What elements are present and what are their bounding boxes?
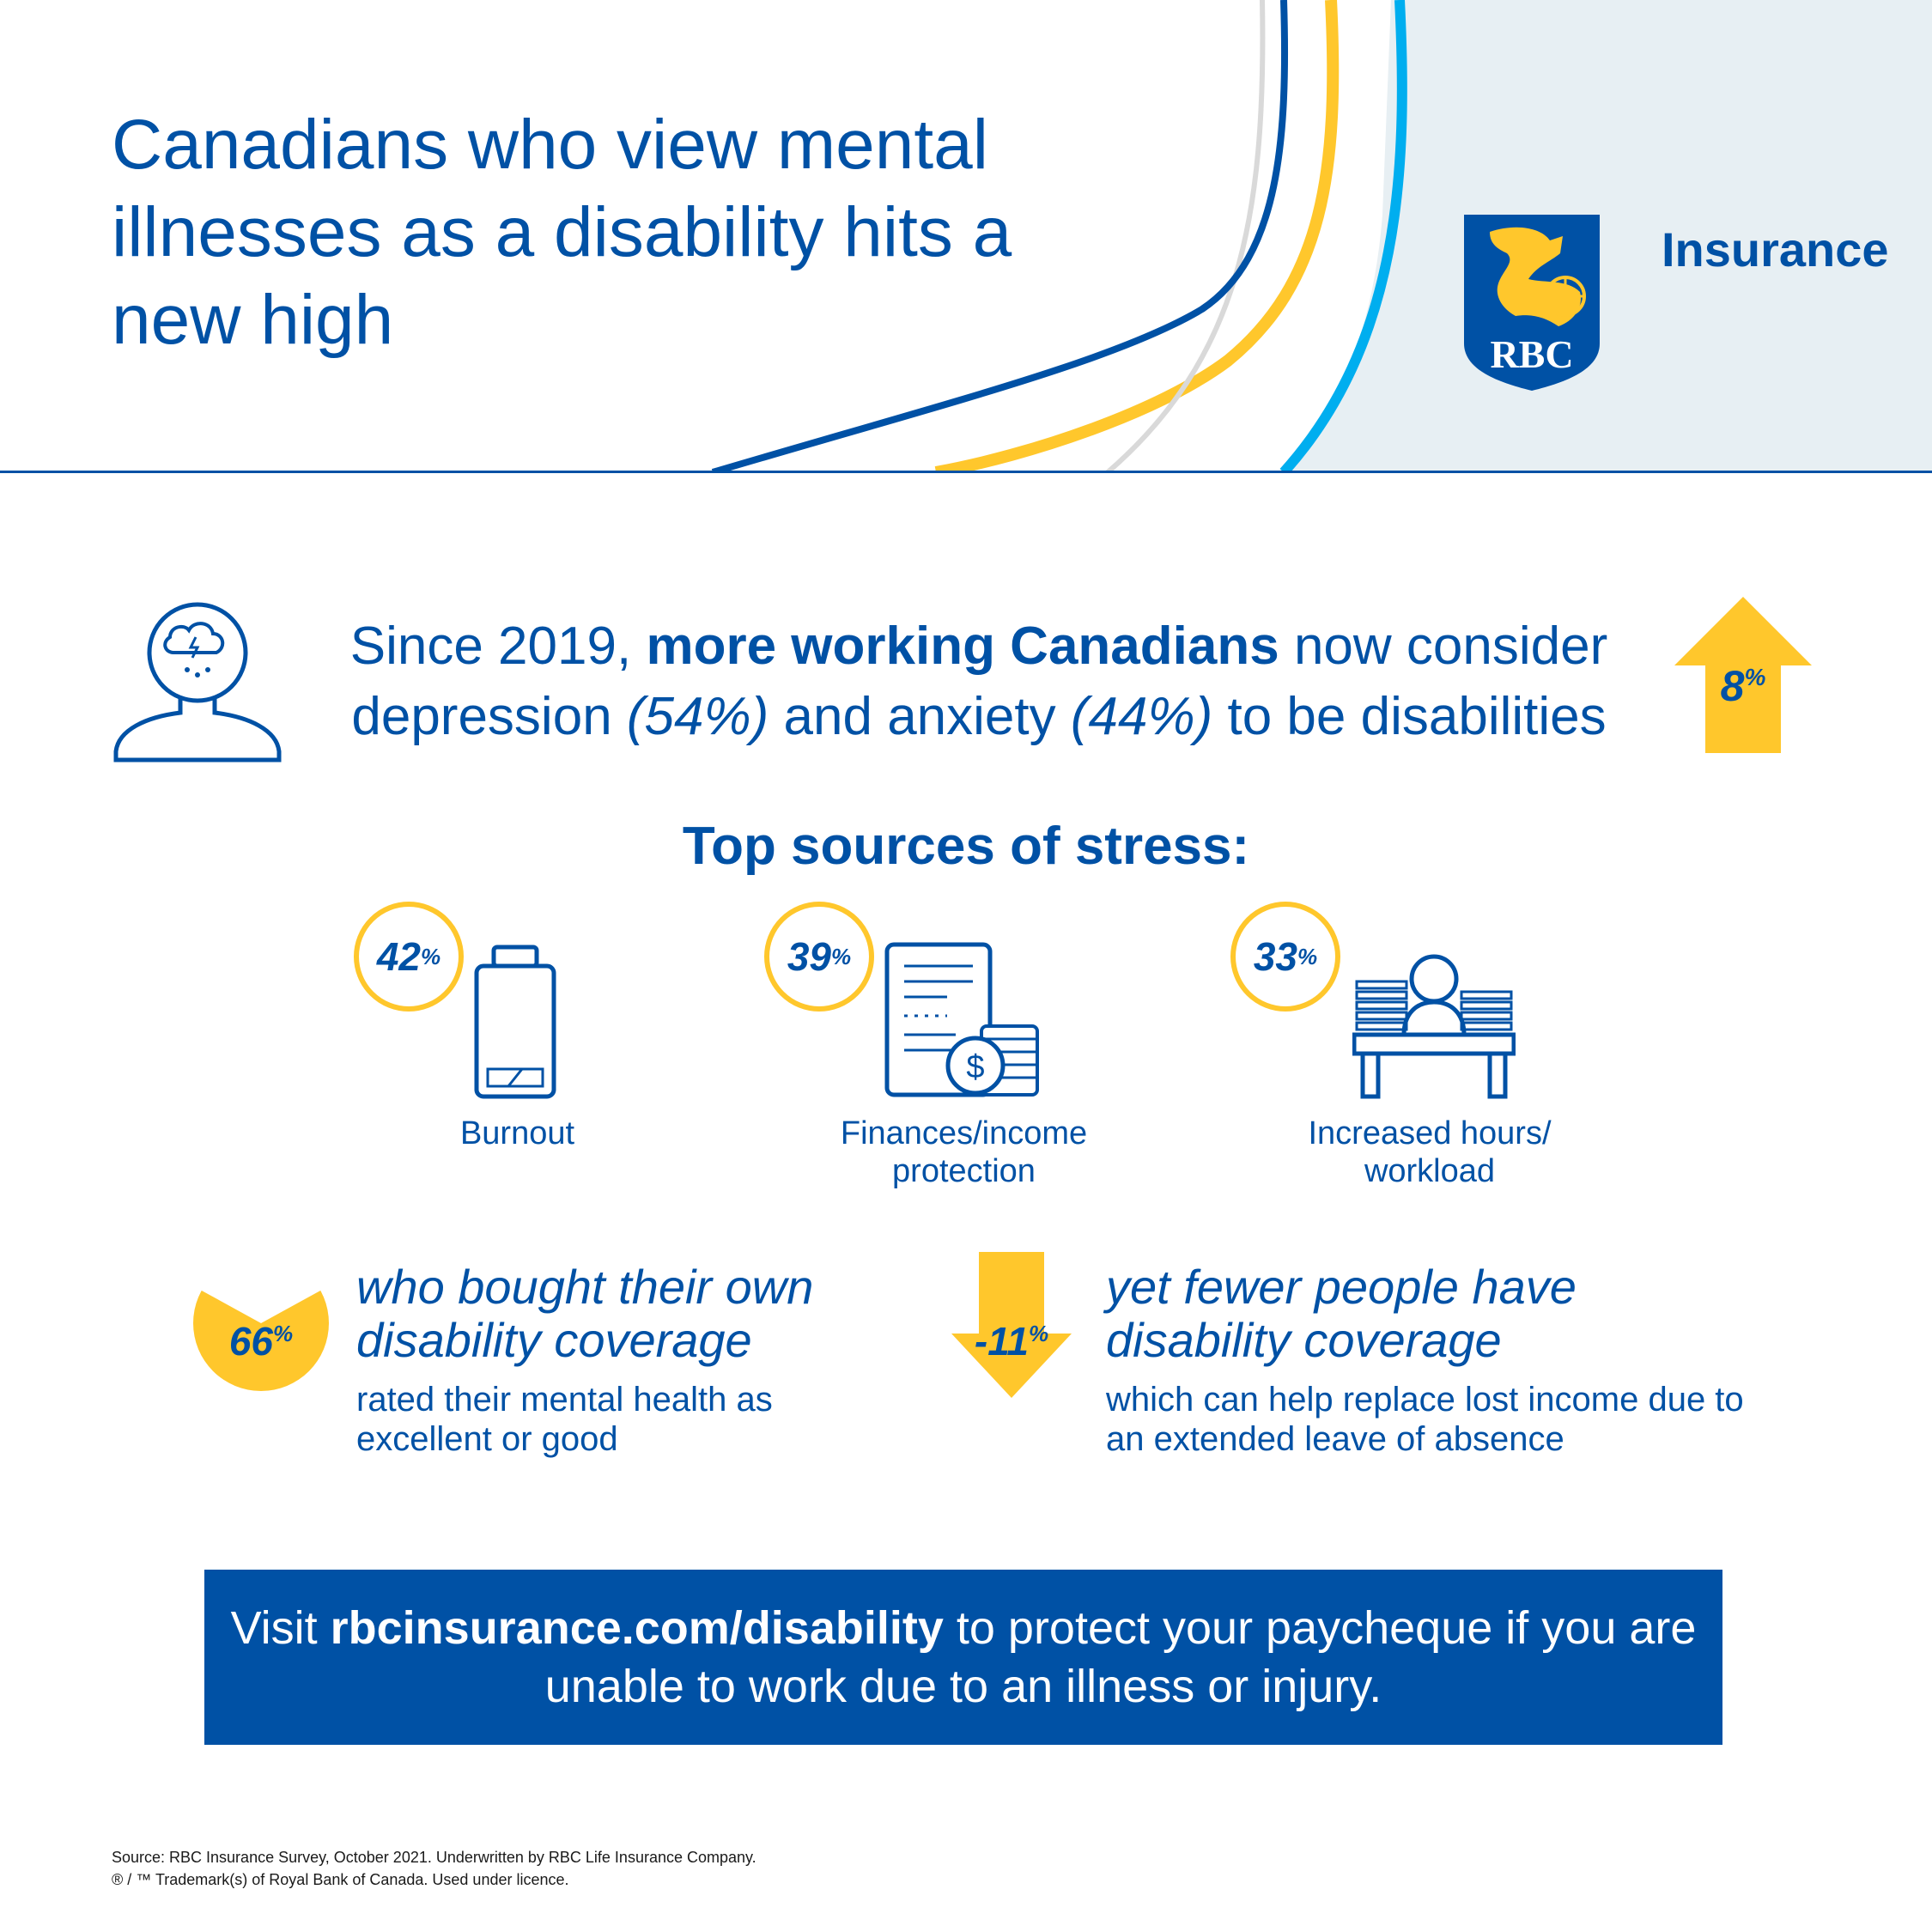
increase-badge: 8%: [1674, 661, 1812, 711]
stat-and: and anxiety: [769, 687, 1071, 746]
brand-name: Insurance: [1662, 222, 1889, 276]
coverage-right-subtitle: which can help replace lost income due t…: [1106, 1381, 1744, 1458]
workload-label: Increased hours/ workload: [1308, 1115, 1552, 1189]
svg-text:$: $: [966, 1049, 984, 1085]
coverage-pie-icon: [193, 1255, 329, 1391]
burnout-label: Burnout: [459, 1115, 575, 1151]
finances-label: Finances/income protection: [840, 1115, 1088, 1189]
stat-suffix: to be disabilities: [1212, 687, 1607, 746]
finances-value: 39: [787, 934, 832, 979]
footer-trademark: ® / ™ Trademark(s) of Royal Bank of Cana…: [112, 1871, 569, 1888]
footer-notes: Source: RBC Insurance Survey, October 20…: [112, 1846, 1142, 1891]
coverage-left-subtitle: rated their mental health as excellent o…: [356, 1381, 773, 1458]
burnout-value: 42: [376, 934, 422, 979]
depression-percent: (54%): [626, 687, 769, 746]
page-title: Canadians who view mental illnesses as a…: [112, 106, 1012, 359]
header-swoosh-graphic: [711, 0, 1932, 472]
stat-bold: more working Canadians: [646, 617, 1279, 676]
up-arrow-icon: [1674, 597, 1812, 753]
person-storm-icon: [113, 602, 282, 762]
coverage-left-title: who bought their own disability coverage: [356, 1260, 814, 1367]
finances-unit: %: [831, 943, 852, 969]
coverage-percent-badge: 66%: [193, 1318, 329, 1364]
desk-worker-icon: [1352, 954, 1516, 1099]
cta-link[interactable]: rbcinsurance.com/disability: [330, 1602, 944, 1654]
disability-stat-text: Since 2019, more working Canadians now c…: [309, 611, 1649, 752]
cta-suffix: to protect your paycheque if you are una…: [544, 1602, 1697, 1712]
increase-unit: %: [1744, 664, 1766, 690]
anxiety-percent: (44%): [1070, 687, 1213, 746]
workload-unit: %: [1297, 943, 1318, 969]
coverage-left-value: 66: [228, 1319, 274, 1364]
decrease-badge: -11%: [951, 1318, 1072, 1364]
stress-heading: Top sources of stress:: [682, 817, 1250, 876]
header-divider: [0, 471, 1932, 473]
coverage-right-value: -11: [974, 1319, 1029, 1364]
footer-source: Source: RBC Insurance Survey, October 20…: [112, 1849, 756, 1866]
logo-text: RBC: [1490, 332, 1573, 376]
document-coins-icon: $: [884, 942, 1039, 1097]
cta-banner: Visit rbcinsurance.com/disability to pro…: [204, 1570, 1722, 1745]
down-arrow-icon: [951, 1252, 1072, 1398]
increase-value: 8: [1720, 662, 1745, 710]
low-battery-icon: [474, 945, 556, 1099]
stat-middle: now consider depression: [351, 617, 1608, 746]
rbc-logo: RBC: [1464, 215, 1600, 391]
coverage-right-title: yet fewer people have disability coverag…: [1106, 1260, 1577, 1367]
stat-prefix: Since 2019,: [349, 617, 647, 676]
coverage-left-unit: %: [273, 1321, 294, 1346]
workload-percent-badge: 33%: [1230, 902, 1340, 1012]
burnout-percent-badge: 42%: [354, 902, 464, 1012]
cta-prefix: Visit: [230, 1602, 331, 1654]
burnout-unit: %: [421, 943, 441, 969]
coverage-right-unit: %: [1028, 1321, 1049, 1346]
finances-percent-badge: 39%: [764, 902, 874, 1012]
workload-value: 33: [1253, 934, 1298, 979]
